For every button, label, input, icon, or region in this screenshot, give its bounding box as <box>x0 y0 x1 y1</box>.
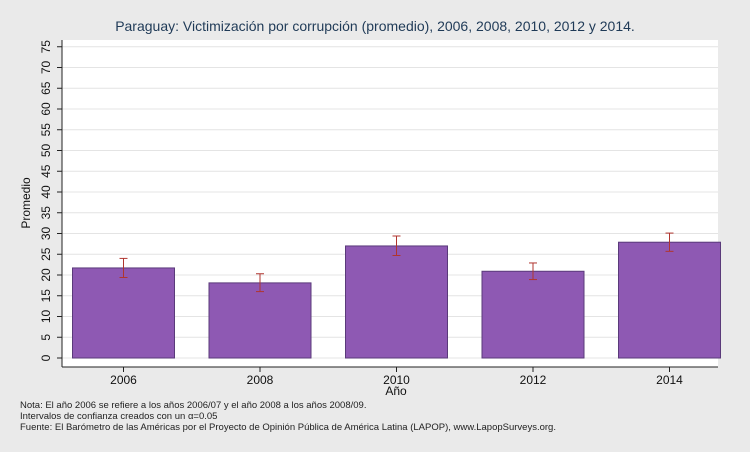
y-tick-label: 35 <box>39 206 53 220</box>
note-line-2: Intervalos de confianza creados con un α… <box>20 411 218 422</box>
bar-2014 <box>618 241 721 359</box>
y-tick-label: 20 <box>39 268 53 282</box>
y-tick-label: 60 <box>39 102 53 116</box>
y-tick-label: 65 <box>39 81 53 95</box>
error-bar-2012 <box>529 262 537 281</box>
error-bar-2014 <box>665 232 674 252</box>
error-bar-2008 <box>256 273 264 293</box>
x-tick-label: 2010 <box>383 373 410 387</box>
y-tick-label: 50 <box>39 144 53 158</box>
x-tick-label: 2008 <box>247 373 274 387</box>
y-tick-label: 5 <box>39 334 53 341</box>
x-tick-label: 2012 <box>520 373 547 387</box>
y-tick-label: 25 <box>39 247 53 261</box>
y-tick-label: 55 <box>39 123 53 137</box>
error-bar-2006 <box>119 257 128 278</box>
chart-title: Paraguay: Victimización por corrupción (… <box>115 18 635 34</box>
y-tick-label: 10 <box>39 310 53 324</box>
x-tick-label: 2014 <box>656 373 683 387</box>
footnotes: Nota: El año 2006 se refiere a los años … <box>20 400 556 433</box>
y-tick-label: 30 <box>39 227 53 241</box>
y-tick-label: 75 <box>39 40 53 54</box>
error-bars <box>119 232 674 293</box>
y-axis-label: Promedio <box>19 177 33 229</box>
bar-2010 <box>345 245 448 359</box>
x-axis-label: Año <box>385 384 407 398</box>
note-line-3: Fuente: El Barómetro de las Américas por… <box>20 422 556 433</box>
y-tick-label: 15 <box>39 289 53 303</box>
y-tick-label: 40 <box>39 185 53 199</box>
note-line-1: Nota: El año 2006 se refiere a los años … <box>20 400 367 411</box>
bars <box>72 241 721 359</box>
x-tick-label: 2006 <box>110 373 137 387</box>
axes: 0 5 10 15 20 25 30 35 40 45 50 55 60 65 70 75 2006 2008 20… <box>39 40 718 387</box>
error-bar-2010 <box>392 235 401 256</box>
y-tick-label: 70 <box>39 61 53 75</box>
y-tick-label: 0 <box>39 354 53 361</box>
y-tick-label: 45 <box>39 164 53 178</box>
bar-2012 <box>481 270 585 359</box>
bar-2008 <box>208 282 312 359</box>
bar-2006 <box>72 267 175 359</box>
